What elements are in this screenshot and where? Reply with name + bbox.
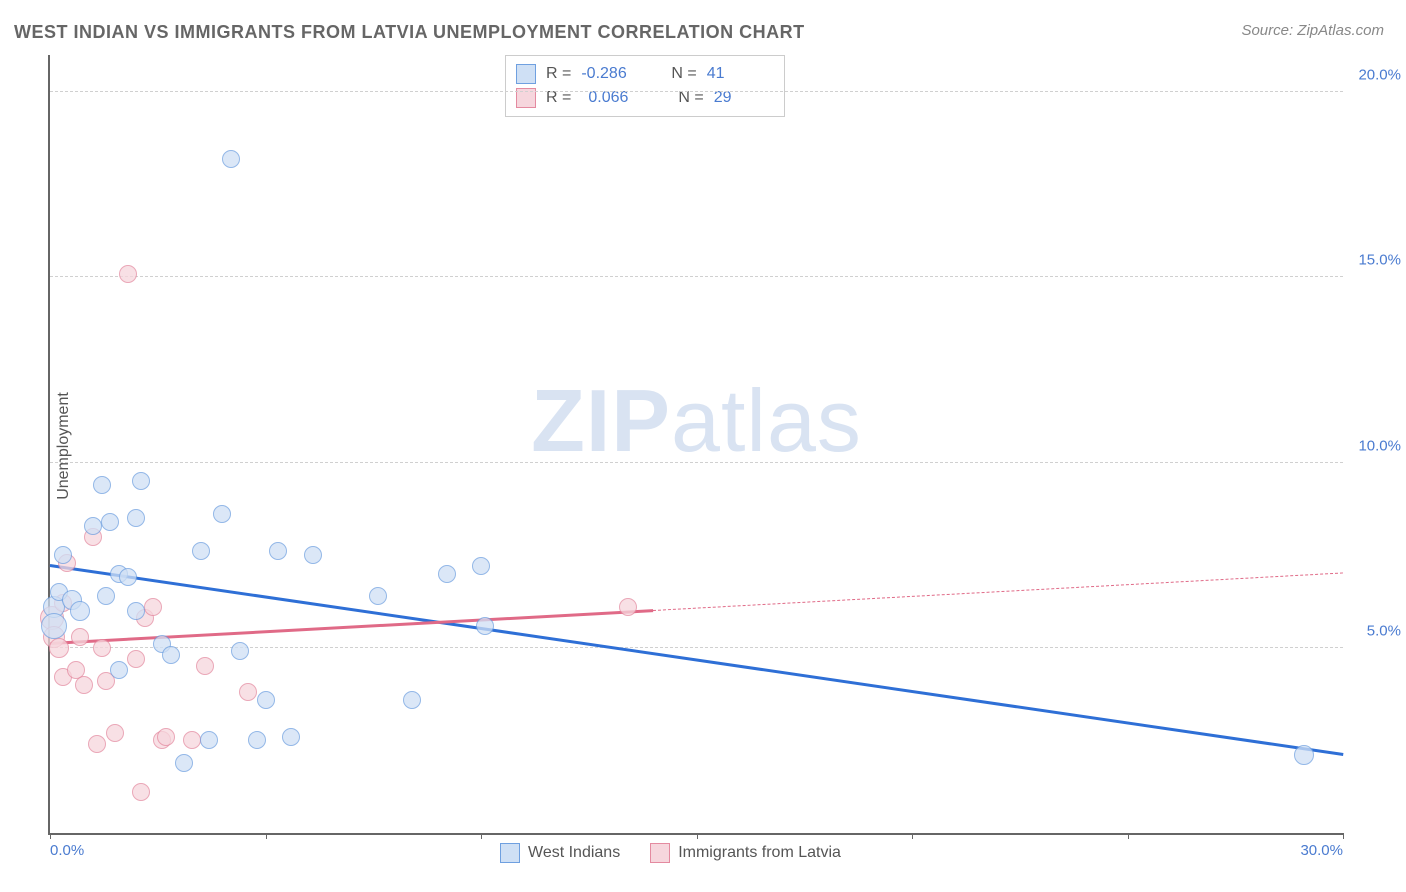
data-point [157,728,175,746]
data-point [269,542,287,560]
data-point [106,724,124,742]
data-point [132,472,150,490]
data-point [222,150,240,168]
x-tick-label: 0.0% [50,842,84,859]
data-point [248,731,266,749]
y-tick-label: 20.0% [1358,67,1401,84]
data-point [175,754,193,772]
data-point [369,587,387,605]
data-point [438,565,456,583]
data-point [101,513,119,531]
x-tick-label: 30.0% [1300,842,1343,859]
data-point [619,598,637,616]
x-tick-mark [912,833,913,839]
x-tick-mark [1128,833,1129,839]
correlation-legend: R = -0.286 N = 41 R = 0.066 N = 29 [505,55,785,117]
legend-item: Immigrants from Latvia [650,843,841,863]
y-tick-label: 15.0% [1358,252,1401,269]
gridline [50,276,1343,277]
chart-container: WEST INDIAN VS IMMIGRANTS FROM LATVIA UN… [0,0,1406,892]
data-point [119,568,137,586]
y-tick-label: 5.0% [1367,622,1401,639]
legend-item: West Indians [500,843,620,863]
y-tick-label: 10.0% [1358,437,1401,454]
data-point [88,735,106,753]
legend-row: R = 0.066 N = 29 [516,86,770,110]
x-tick-mark [50,833,51,839]
data-point [41,613,67,639]
data-point [93,476,111,494]
legend-swatch [516,64,536,84]
x-tick-mark [481,833,482,839]
legend-swatch [500,843,520,863]
data-point [84,517,102,535]
series-legend: West Indians Immigrants from Latvia [500,843,841,863]
data-point [119,265,137,283]
data-point [144,598,162,616]
data-point [183,731,201,749]
data-point [239,683,257,701]
x-tick-mark [1343,833,1344,839]
gridline [50,462,1343,463]
data-point [472,557,490,575]
data-point [97,587,115,605]
data-point [75,676,93,694]
chart-title: WEST INDIAN VS IMMIGRANTS FROM LATVIA UN… [14,22,805,43]
legend-label: West Indians [528,844,620,862]
data-point [162,646,180,664]
trend-line [50,564,1343,755]
data-point [93,639,111,657]
data-point [257,691,275,709]
data-point [304,546,322,564]
data-point [200,731,218,749]
x-tick-mark [266,833,267,839]
data-point [127,650,145,668]
data-point [282,728,300,746]
data-point [403,691,421,709]
legend-row: R = -0.286 N = 41 [516,62,770,86]
trend-line-dashed [653,573,1343,612]
data-point [127,602,145,620]
data-point [213,505,231,523]
data-point [196,657,214,675]
data-point [192,542,210,560]
data-point [132,783,150,801]
data-point [70,601,90,621]
data-point [71,628,89,646]
gridline [50,91,1343,92]
data-point [110,661,128,679]
watermark: ZIPatlas [531,370,862,472]
data-point [1294,745,1314,765]
plot-area: ZIPatlas R = -0.286 N = 41 R = 0.066 N =… [48,55,1343,835]
legend-label: Immigrants from Latvia [678,844,841,862]
data-point [54,546,72,564]
data-point [49,638,69,658]
data-point [231,642,249,660]
data-point [476,617,494,635]
x-tick-mark [697,833,698,839]
data-point [127,509,145,527]
source-label: Source: ZipAtlas.com [1241,22,1384,39]
legend-swatch [650,843,670,863]
